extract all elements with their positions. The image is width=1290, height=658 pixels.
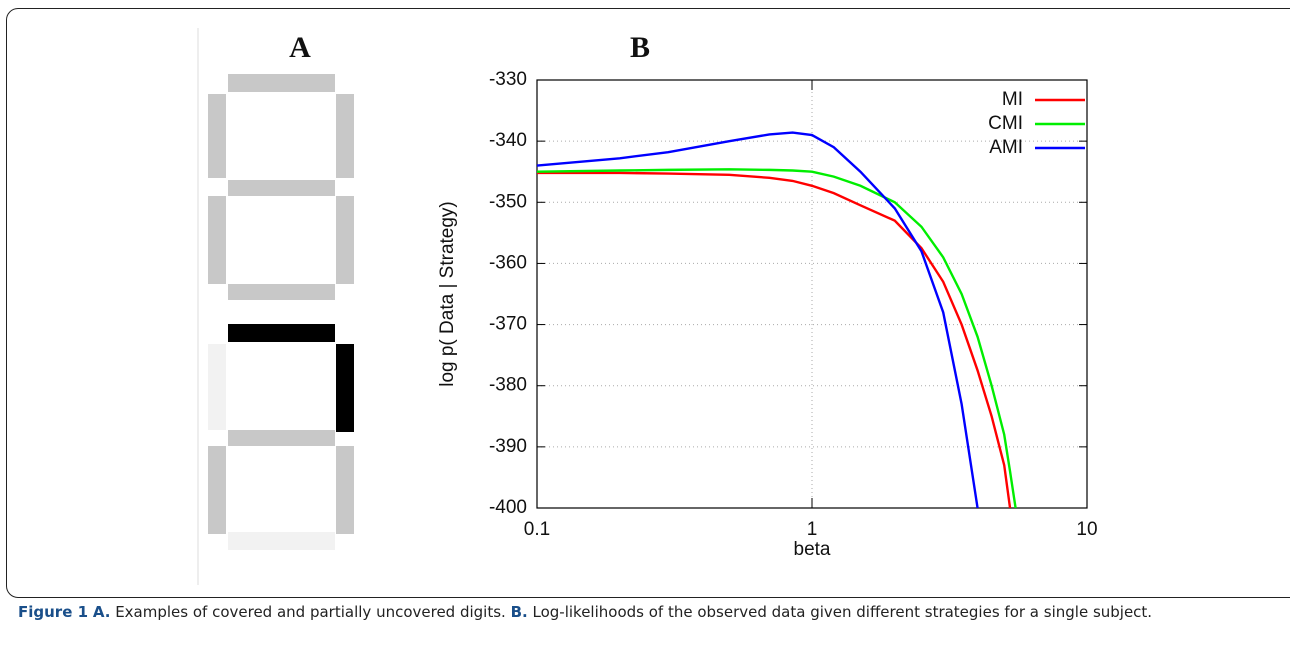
segment <box>208 446 226 534</box>
segment <box>228 180 335 196</box>
x-axis-label: beta <box>794 539 831 560</box>
x-tick-label: 10 <box>1076 519 1097 540</box>
panel-label: B <box>630 31 650 64</box>
y-tick-label: -380 <box>489 375 527 396</box>
segment <box>336 446 354 534</box>
legend-label: CMI <box>988 113 1023 134</box>
series-line <box>537 131 979 508</box>
y-tick-label: -360 <box>489 252 527 273</box>
segment <box>228 532 335 550</box>
y-tick-label: -400 <box>489 497 527 518</box>
caption-text: Log-likelihoods of the observed data giv… <box>532 603 1153 621</box>
legend-label: AMI <box>989 137 1023 158</box>
digit-uncovered <box>208 324 354 550</box>
caption: Figure 1 A. Examples of covered and part… <box>18 602 1280 623</box>
panel-label: A <box>289 31 311 64</box>
segment <box>228 74 335 92</box>
figure: A B beta log p( Data | Strategy) -330 -34… <box>197 28 1098 585</box>
segment <box>336 94 354 178</box>
caption-part: A. <box>92 603 111 621</box>
series-line <box>537 171 1012 508</box>
y-tick-label: -390 <box>489 436 527 457</box>
y-tick-label: -370 <box>489 314 527 335</box>
figure-frame <box>6 8 1290 598</box>
caption-label: Figure 1 <box>18 603 89 621</box>
caption-part: B. <box>510 603 528 621</box>
y-tick-label: -350 <box>489 191 527 212</box>
digit-covered <box>208 74 354 300</box>
segment <box>228 324 335 342</box>
y-axis-label: log p( Data | Strategy) <box>437 201 458 387</box>
segment <box>208 94 226 178</box>
segment <box>208 196 226 284</box>
segment <box>208 344 226 430</box>
caption-text: Examples of covered and partially uncove… <box>115 603 506 621</box>
segment <box>336 196 354 284</box>
segment <box>336 344 354 432</box>
legend-label: MI <box>1002 89 1023 110</box>
segment <box>228 430 335 446</box>
series-line <box>537 168 1017 508</box>
y-tick-label: -340 <box>489 130 527 151</box>
plot-frame <box>536 79 1088 509</box>
segment <box>228 284 335 300</box>
x-tick-label: 1 <box>807 519 818 540</box>
x-tick-label: 0.1 <box>524 519 550 540</box>
y-tick-label: -330 <box>489 69 527 90</box>
